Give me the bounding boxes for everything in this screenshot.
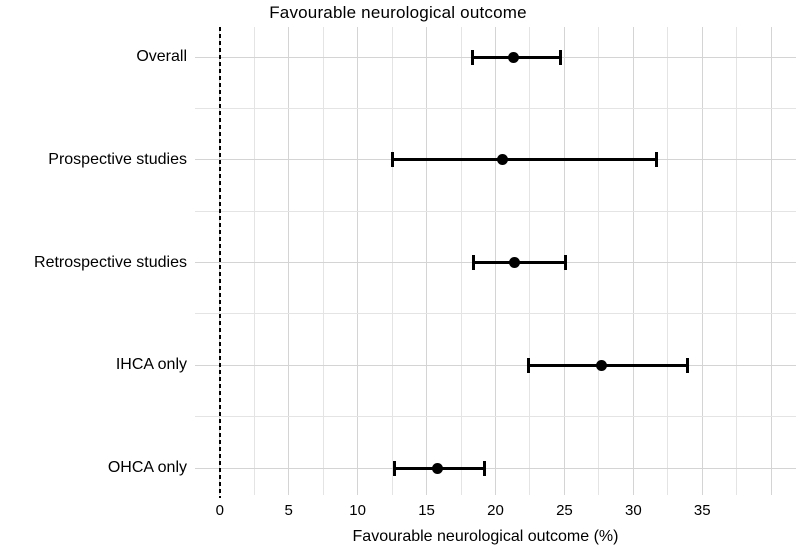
gridline-vertical-major (426, 27, 428, 495)
ci-cap-left (390, 152, 394, 168)
x-tick-label: 10 (349, 502, 366, 519)
gridline-vertical-major (632, 27, 634, 495)
ci-cap-right (558, 49, 562, 65)
ci-line (392, 158, 657, 162)
ci-cap-right (564, 255, 568, 270)
gridline-horizontal-major (195, 364, 796, 366)
gridline-horizontal-minor (195, 210, 796, 212)
point-estimate (432, 462, 444, 474)
ci-cap-right (685, 357, 689, 373)
gridline-vertical-minor (391, 27, 393, 495)
gridline-horizontal-minor (195, 313, 796, 315)
y-axis-label: Overall (136, 48, 187, 65)
x-tick-label: 35 (693, 502, 711, 519)
x-tick-label: 0 (215, 502, 224, 519)
y-axis-label: OHCA only (107, 459, 187, 476)
chart-title: Favourable neurological outcome (269, 3, 527, 22)
gridline-vertical-minor (598, 27, 600, 495)
gridline-vertical-minor (736, 27, 738, 495)
x-axis-title: Favourable neurological outcome (%) (352, 528, 619, 545)
gridline-vertical-major (701, 27, 703, 495)
ci-cap-left (471, 255, 475, 270)
x-tick-label: 30 (625, 502, 642, 519)
y-axis-label: IHCA only (115, 356, 187, 374)
point-estimate (496, 154, 508, 166)
gridline-vertical-minor (667, 27, 669, 495)
ci-cap-right (482, 460, 486, 476)
gridline-vertical-minor (460, 27, 462, 495)
gridline-vertical-major (288, 27, 290, 495)
ci-cap-right (655, 152, 659, 168)
gridline-horizontal-minor (195, 416, 796, 418)
ci-line (528, 363, 688, 367)
y-axis-label: Prospective studies (48, 150, 187, 168)
ci-cap-left (393, 460, 397, 476)
x-tick-label: 15 (418, 502, 435, 519)
x-tick-label: 25 (556, 502, 573, 519)
y-axis-label: Retrospective studies (34, 253, 187, 271)
x-tick-label: 5 (284, 502, 293, 519)
point-estimate (596, 359, 608, 371)
reference-line (218, 27, 221, 498)
gridline-horizontal-minor (195, 107, 796, 109)
ci-cap-left (470, 49, 474, 65)
point-estimate (507, 51, 519, 63)
gridline-vertical-major (770, 27, 772, 495)
gridline-vertical-major (357, 27, 359, 495)
gridline-vertical-minor (253, 27, 255, 495)
gridline-vertical-minor (322, 27, 324, 495)
point-estimate (509, 257, 521, 268)
gridline-horizontal-major (195, 467, 796, 469)
ci-cap-left (527, 357, 531, 373)
x-tick-label: 20 (487, 502, 504, 519)
